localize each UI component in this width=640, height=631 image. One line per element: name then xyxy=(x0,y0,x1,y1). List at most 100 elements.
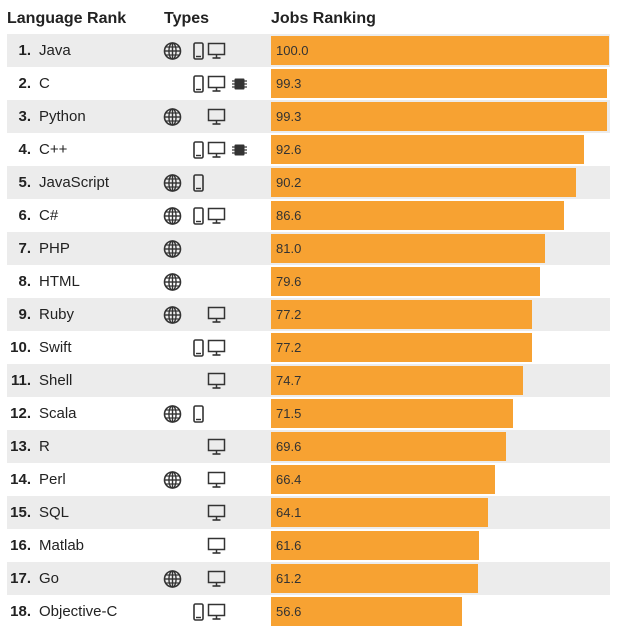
mobile-phone-icon xyxy=(189,141,208,159)
jobs-ranking-value: 79.6 xyxy=(276,274,302,289)
desktop-monitor-icon xyxy=(207,339,226,357)
jobs-ranking-bar xyxy=(271,531,479,560)
jobs-ranking-value: 77.2 xyxy=(276,307,302,322)
chip-icon xyxy=(230,141,249,159)
language-name: Perl xyxy=(39,471,66,488)
jobs-ranking-bar xyxy=(271,399,513,428)
jobs-ranking-bar xyxy=(271,135,584,164)
desktop-monitor-icon xyxy=(207,471,226,489)
globe-icon xyxy=(163,471,182,489)
language-name: R xyxy=(39,438,50,455)
jobs-ranking-value: 99.3 xyxy=(276,76,302,91)
rank-number: 1. xyxy=(18,42,31,59)
jobs-ranking-value: 64.1 xyxy=(276,505,302,520)
rank-number: 10. xyxy=(10,339,31,356)
table-row: 7. PHP 81.0 xyxy=(7,232,610,265)
rank-number: 3. xyxy=(18,108,31,125)
jobs-ranking-value: 100.0 xyxy=(276,43,309,58)
jobs-ranking-value: 90.2 xyxy=(276,175,302,190)
language-name: Java xyxy=(39,42,71,59)
globe-icon xyxy=(163,405,182,423)
language-name: Swift xyxy=(39,339,72,356)
language-name: C# xyxy=(39,207,59,224)
mobile-phone-icon xyxy=(189,207,208,225)
language-name: PHP xyxy=(39,240,70,257)
globe-icon xyxy=(163,570,182,588)
table-row: 11. Shell 74.7 xyxy=(7,364,610,397)
rank-number: 14. xyxy=(10,471,31,488)
table-row: 5. JavaScript 90.2 xyxy=(7,166,610,199)
jobs-ranking-bar xyxy=(271,366,523,395)
table-row: 6. C# 86.6 xyxy=(7,199,610,232)
mobile-phone-icon xyxy=(189,42,208,60)
table-row: 18. Objective-C 56.6 xyxy=(7,595,610,628)
jobs-ranking-value: 61.6 xyxy=(276,538,302,553)
desktop-monitor-icon xyxy=(207,306,226,324)
rank-number: 11. xyxy=(10,372,31,389)
language-name: C++ xyxy=(39,141,68,158)
language-name: Matlab xyxy=(39,537,85,554)
table-row: 13. R 69.6 xyxy=(7,430,610,463)
rank-number: 9. xyxy=(18,306,31,323)
jobs-ranking-header: Jobs Ranking xyxy=(271,10,376,27)
jobs-ranking-value: 56.6 xyxy=(276,604,302,619)
globe-icon xyxy=(163,273,182,291)
language-name: SQL xyxy=(39,504,70,521)
ranking-table: 1. Java 100.0 2. C 99.3 3. Python 99.3 4. C++ 92.6 5… xyxy=(7,34,610,628)
mobile-phone-icon xyxy=(189,75,208,93)
table-row: 4. C++ 92.6 xyxy=(7,133,610,166)
globe-icon xyxy=(163,174,182,192)
jobs-ranking-value: 99.3 xyxy=(276,109,302,124)
jobs-ranking-value: 66.4 xyxy=(276,472,302,487)
jobs-ranking-bar xyxy=(271,102,607,131)
rank-number: 15. xyxy=(10,504,31,521)
globe-icon xyxy=(163,42,182,60)
table-row: 8. HTML 79.6 xyxy=(7,265,610,298)
language-name: HTML xyxy=(39,273,80,290)
rank-number: 13. xyxy=(10,438,31,455)
table-row: 17. Go 61.2 xyxy=(7,562,610,595)
table-row: 3. Python 99.3 xyxy=(7,100,610,133)
jobs-ranking-bar xyxy=(271,432,506,461)
table-row: 9. Ruby 77.2 xyxy=(7,298,610,331)
rank-number: 17. xyxy=(10,570,31,587)
desktop-monitor-icon xyxy=(207,75,226,93)
globe-icon xyxy=(163,207,182,225)
rank-number: 8. xyxy=(18,273,31,290)
jobs-ranking-bar xyxy=(271,201,564,230)
jobs-ranking-bar xyxy=(271,597,462,626)
jobs-ranking-value: 77.2 xyxy=(276,340,302,355)
rank-number: 6. xyxy=(18,207,31,224)
rank-number: 18. xyxy=(10,603,31,620)
table-row: 10. Swift 77.2 xyxy=(7,331,610,364)
desktop-monitor-icon xyxy=(207,141,226,159)
desktop-monitor-icon xyxy=(207,108,226,126)
desktop-monitor-icon xyxy=(207,438,226,456)
jobs-ranking-value: 74.7 xyxy=(276,373,302,388)
desktop-monitor-icon xyxy=(207,570,226,588)
mobile-phone-icon xyxy=(189,339,208,357)
language-name: Ruby xyxy=(39,306,75,323)
table-row: 14. Perl 66.4 xyxy=(7,463,610,496)
chip-icon xyxy=(230,75,249,93)
rank-number: 2. xyxy=(18,75,31,92)
language-name: Objective-C xyxy=(39,603,118,620)
globe-icon xyxy=(163,240,182,258)
jobs-ranking-bar xyxy=(271,267,540,296)
table-row: 2. C 99.3 xyxy=(7,67,610,100)
language-name: JavaScript xyxy=(39,174,110,191)
language-name: Shell xyxy=(39,372,73,389)
jobs-ranking-bar xyxy=(271,69,607,98)
jobs-ranking-bar xyxy=(271,36,609,65)
types-header: Types xyxy=(164,10,210,27)
globe-icon xyxy=(163,108,182,126)
rank-number: 5. xyxy=(18,174,31,191)
jobs-ranking-value: 61.2 xyxy=(276,571,302,586)
jobs-ranking-value: 71.5 xyxy=(276,406,302,421)
language-name: Go xyxy=(39,570,60,587)
mobile-phone-icon xyxy=(189,603,208,621)
rank-number: 16. xyxy=(10,537,31,554)
jobs-ranking-bar xyxy=(271,234,545,263)
jobs-ranking-value: 69.6 xyxy=(276,439,302,454)
jobs-ranking-bar xyxy=(271,498,488,527)
